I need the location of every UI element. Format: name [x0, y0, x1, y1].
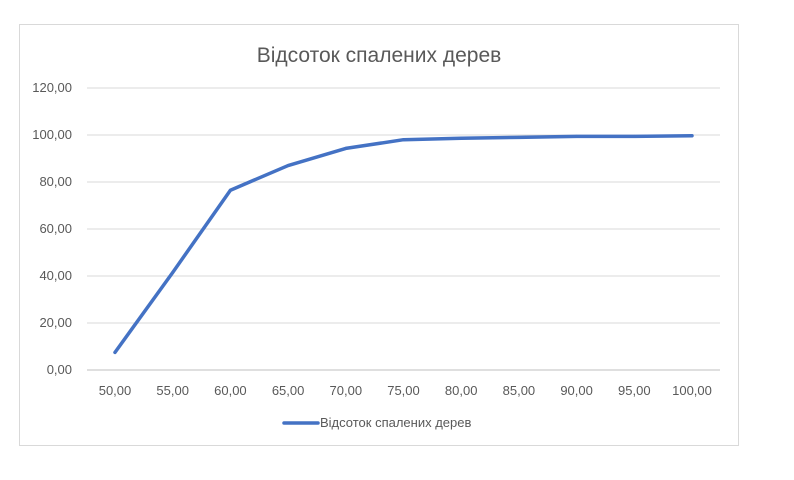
gridlines: [87, 87, 720, 371]
data-point: [517, 135, 521, 139]
data-point: [113, 350, 117, 354]
data-point: [690, 134, 694, 138]
y-tick-label: 100,00: [32, 127, 72, 142]
x-tick-label: 70,00: [330, 383, 363, 398]
y-axis: 0,00 20,00 40,00 60,00 80,00 100,00 120,00: [32, 80, 72, 377]
data-point: [402, 138, 405, 142]
legend-label: Відсоток спалених дерев: [320, 415, 471, 430]
x-tick-label: 60,00: [214, 383, 247, 398]
data-point: [632, 134, 636, 138]
x-tick-label: 80,00: [445, 383, 478, 398]
x-tick-label: 90,00: [560, 383, 593, 398]
data-point: [286, 164, 290, 168]
data-point: [344, 146, 348, 150]
series-layer: [113, 133, 694, 355]
x-tick-label: 100,00: [672, 383, 712, 398]
y-tick-label: 80,00: [39, 174, 72, 189]
x-tick-label: 50,00: [99, 383, 132, 398]
x-tick-label: 95,00: [618, 383, 651, 398]
data-point: [171, 270, 175, 274]
data-point: [459, 136, 463, 140]
y-tick-label: 20,00: [39, 315, 72, 330]
x-tick-label: 85,00: [503, 383, 536, 398]
x-tick-label: 55,00: [156, 383, 189, 398]
chart-title: Відсоток спалених дерев: [257, 44, 502, 67]
series-line: [113, 133, 694, 355]
x-tick-label: 65,00: [272, 383, 305, 398]
y-tick-label: 60,00: [39, 221, 72, 236]
x-tick-label: 75,00: [387, 383, 420, 398]
data-point: [228, 188, 232, 192]
y-tick-label: 120,00: [32, 80, 72, 95]
y-tick-label: 40,00: [39, 268, 72, 283]
y-tick-label: 0,00: [47, 362, 72, 377]
data-point: [575, 134, 579, 138]
legend: Відсоток спалених дерев: [282, 415, 471, 430]
x-axis: 50,00 55,00 60,00 65,00 70,00 75,00 80,00 85,00…: [99, 383, 712, 398]
chart-area: [19, 24, 739, 446]
